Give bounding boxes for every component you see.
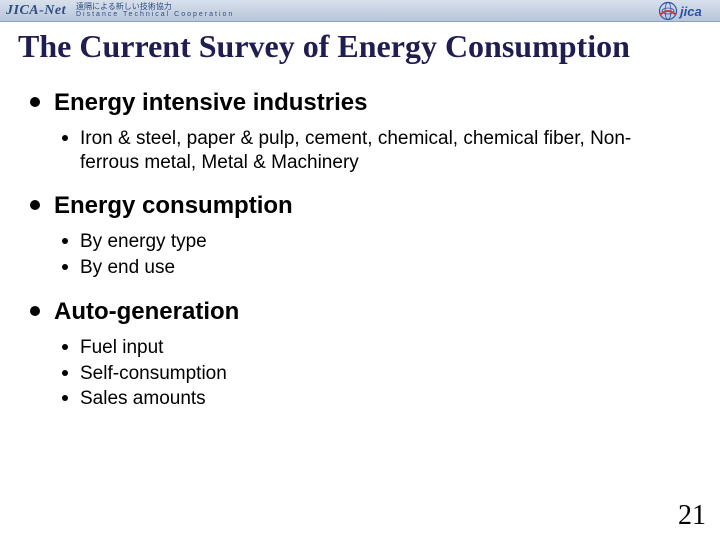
bullet-icon [62, 370, 68, 376]
bullet-list-lvl1: Energy intensive industries Iron & steel… [54, 89, 690, 411]
list-item-text: By end use [80, 257, 175, 278]
list-item-text: Iron & steel, paper & pulp, cement, chem… [80, 128, 631, 173]
slide-body: Energy intensive industries Iron & steel… [0, 65, 720, 411]
list-item-text: By energy type [80, 231, 207, 252]
list-item: Fuel input [80, 336, 690, 360]
header-sub-en: Distance Technical Cooperation [76, 11, 234, 18]
jica-logo-icon: jica [658, 1, 710, 21]
list-item-text: Energy consumption [54, 192, 293, 219]
header-bar: JICA-Net 遠隔による新しい技術協力 Distance Technical… [0, 0, 720, 22]
list-item-text: Self-consumption [80, 363, 227, 384]
list-item: Sales amounts [80, 387, 690, 411]
list-item: Auto-generation Fuel input Self-consumpt… [54, 298, 690, 411]
list-item-text: Auto-generation [54, 298, 239, 325]
slide-title: The Current Survey of Energy Consumption [0, 22, 720, 65]
bullet-list-lvl2: Iron & steel, paper & pulp, cement, chem… [80, 127, 690, 175]
jica-logo-text: jica [678, 4, 702, 19]
bullet-icon [62, 395, 68, 401]
list-item: Iron & steel, paper & pulp, cement, chem… [80, 127, 690, 175]
bullet-icon [62, 238, 68, 244]
bullet-icon [30, 97, 40, 107]
bullet-icon [62, 344, 68, 350]
list-item: Energy intensive industries Iron & steel… [54, 89, 690, 175]
bullet-icon [30, 200, 40, 210]
page-number: 21 [678, 500, 706, 532]
slide: JICA-Net 遠隔による新しい技術協力 Distance Technical… [0, 0, 720, 540]
header-subtitle: 遠隔による新しい技術協力 Distance Technical Cooperat… [76, 3, 234, 18]
bullet-icon [62, 264, 68, 270]
list-item: Self-consumption [80, 362, 690, 386]
list-item: By energy type [80, 230, 690, 254]
bullet-icon [30, 306, 40, 316]
bullet-list-lvl2: Fuel input Self-consumption Sales amount… [80, 336, 690, 411]
bullet-icon [62, 135, 68, 141]
list-item: By end use [80, 256, 690, 280]
jicanet-logo: JICA-Net [6, 3, 66, 19]
list-item-text: Fuel input [80, 337, 163, 358]
header-sub-jp: 遠隔による新しい技術協力 [76, 3, 234, 11]
list-item-text: Energy intensive industries [54, 89, 367, 116]
bullet-list-lvl2: By energy type By end use [80, 230, 690, 280]
list-item-text: Sales amounts [80, 388, 206, 409]
list-item: Energy consumption By energy type By end… [54, 192, 690, 280]
